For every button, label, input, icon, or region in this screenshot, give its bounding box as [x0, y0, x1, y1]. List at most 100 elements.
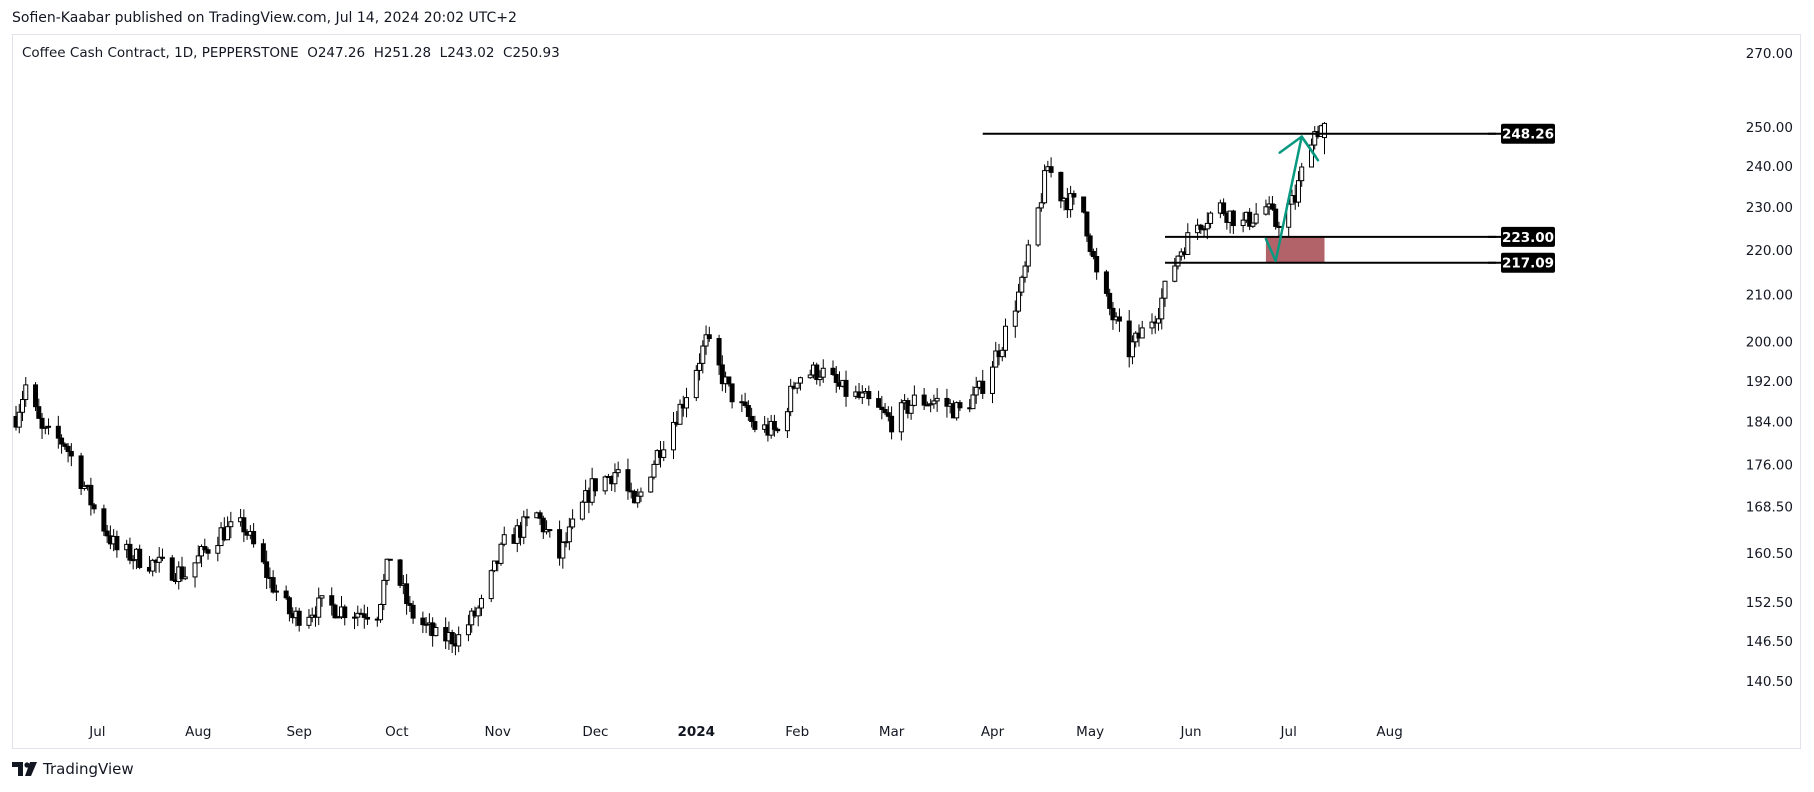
candle-up — [784, 411, 790, 432]
candle-up — [797, 377, 803, 384]
candle-down — [882, 409, 888, 414]
candle-up — [182, 576, 188, 580]
candle-down — [1247, 211, 1253, 227]
candle-up — [23, 384, 29, 401]
candle-up — [931, 400, 937, 405]
candle-down — [885, 412, 891, 417]
price-label-badge — [1501, 252, 1555, 273]
candle-up — [273, 590, 279, 593]
x-tick-label: Aug — [1376, 724, 1402, 740]
candle-down — [202, 546, 208, 551]
x-tick-label: Jul — [88, 724, 105, 740]
candle-down — [1269, 203, 1275, 210]
candle-up — [954, 402, 960, 419]
candle-down — [775, 428, 781, 432]
candle-down — [179, 566, 185, 580]
chart-frame — [12, 34, 1801, 749]
candle-down — [537, 512, 543, 519]
candle-down — [342, 606, 348, 619]
tradingview-logo-icon — [12, 762, 37, 776]
candle-up — [661, 449, 667, 458]
candle-down — [101, 508, 107, 532]
y-tick-label: 240.00 — [1746, 159, 1793, 175]
candle-up — [1003, 325, 1009, 351]
candle-down — [410, 604, 416, 619]
candle-up — [820, 367, 826, 378]
candle-up — [1312, 131, 1318, 146]
candle-down — [127, 543, 133, 561]
candle-down — [397, 559, 403, 586]
candle-up — [1156, 318, 1162, 324]
candle-down — [1273, 208, 1279, 227]
candle-down — [169, 557, 175, 581]
candle-down — [719, 364, 725, 385]
y-tick-label: 270.00 — [1746, 46, 1793, 62]
candle-up — [465, 624, 471, 636]
candle-up — [1322, 122, 1328, 139]
x-tick-label: Jul — [1280, 724, 1297, 740]
candle-up — [46, 425, 52, 428]
price-label-badge — [1501, 226, 1555, 247]
candle-down — [449, 631, 455, 645]
x-tick-label: Mar — [879, 724, 905, 740]
candle-up — [1068, 193, 1074, 211]
y-tick-label: 230.00 — [1746, 200, 1793, 216]
candle-down — [33, 384, 39, 408]
candle-up — [384, 558, 390, 581]
price-label-text: 223.00 — [1502, 230, 1554, 246]
candle-down — [39, 417, 45, 429]
x-tick-label: Oct — [385, 724, 408, 740]
candle-up — [150, 559, 156, 572]
candle-up — [81, 485, 87, 489]
candle-up — [1250, 222, 1256, 227]
candle-up — [1019, 276, 1025, 293]
candle-up — [1149, 321, 1155, 329]
candle-up — [1159, 297, 1165, 320]
candle-up — [192, 562, 198, 578]
candle-down — [264, 561, 270, 578]
arrowhead — [1278, 134, 1317, 158]
candle-up — [475, 607, 481, 617]
candle-up — [1022, 265, 1028, 278]
candle-down — [420, 617, 426, 626]
candle-up — [521, 516, 527, 538]
x-tick-label: Nov — [485, 724, 511, 740]
candle-down — [524, 516, 530, 519]
symbol-legend: Coffee Cash Contract, 1D, PEPPERSTONE O2… — [22, 45, 560, 61]
candle-up — [570, 518, 576, 528]
candle-up — [999, 349, 1005, 358]
candle-down — [296, 610, 302, 626]
candle-up — [1025, 244, 1031, 267]
candle-up — [924, 404, 930, 407]
candle-down — [404, 583, 410, 605]
candle-down — [270, 577, 276, 593]
candle-down — [879, 406, 885, 411]
candle-down — [55, 425, 61, 439]
ohlc-low: L243.02 — [439, 45, 495, 61]
candle-up — [306, 616, 312, 626]
candle-down — [159, 556, 165, 559]
candle-down — [1110, 307, 1116, 321]
candle-up — [156, 556, 162, 563]
candle-down — [830, 367, 836, 375]
candle-up — [228, 521, 234, 528]
candle-down — [104, 530, 110, 537]
candle-up — [794, 382, 800, 389]
y-tick-label: 210.00 — [1746, 288, 1793, 304]
candle-up — [1204, 222, 1210, 230]
candle-down — [365, 616, 371, 620]
x-tick-label: Feb — [785, 724, 809, 740]
candle-up — [1035, 207, 1041, 246]
candle-down — [387, 558, 393, 561]
candle-down — [980, 380, 986, 394]
candle-up — [579, 501, 585, 520]
candle-up — [635, 495, 641, 504]
candle-up — [1208, 212, 1214, 224]
candle-up — [788, 385, 794, 413]
candle-up — [648, 476, 654, 493]
candle-down — [843, 379, 849, 397]
candle-up — [602, 476, 608, 492]
x-tick-label: Apr — [981, 724, 1005, 740]
candle-down — [814, 364, 820, 381]
